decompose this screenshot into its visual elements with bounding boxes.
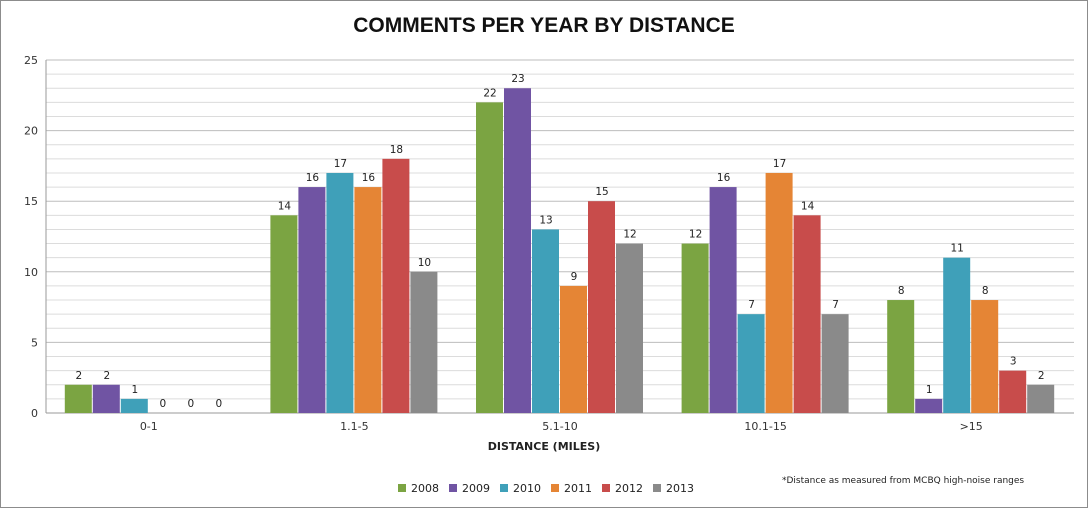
legend-item-2013: 2013 (653, 482, 694, 495)
legend-swatch (653, 484, 661, 492)
legend-swatch (449, 484, 457, 492)
bar-2009->15 (915, 398, 943, 413)
data-label: 2 (75, 370, 82, 382)
data-label: 2 (1038, 370, 1045, 382)
legend-label: 2010 (513, 481, 541, 495)
legend-label: 2011 (564, 481, 592, 495)
bar-2008-10.1-15 (681, 243, 709, 413)
legend-swatch (551, 484, 559, 492)
data-label: 18 (390, 144, 403, 156)
y-tick-label: 15 (24, 195, 38, 208)
bar-2011-5.1-10 (560, 285, 587, 413)
bar-2010-0-1 (120, 398, 148, 413)
bar-2009-0-1 (92, 384, 120, 413)
data-label: 17 (773, 158, 786, 170)
x-tick-label: 10.1-15 (744, 420, 786, 433)
footnote: *Distance as measured from MCBQ high-noi… (782, 476, 1025, 486)
data-label: 16 (717, 172, 731, 184)
data-label: 9 (571, 271, 578, 283)
bar-2012-1.1-5 (382, 158, 410, 413)
data-label: 3 (1010, 356, 1017, 368)
bar-2013-1.1-5 (410, 271, 438, 413)
legend-item-2008: 2008 (398, 482, 439, 495)
x-tick-label: 1.1-5 (340, 420, 368, 433)
y-tick-label: 0 (31, 407, 38, 420)
chart-title: COMMENTS PER YEAR BY DISTANCE (353, 14, 735, 37)
bar-2008-1.1-5 (270, 215, 298, 413)
bar-2011->15 (971, 300, 999, 413)
y-tick-label: 25 (24, 54, 38, 67)
bar-2008-0-1 (64, 384, 92, 413)
data-label: 16 (306, 172, 320, 184)
legend-label: 2009 (462, 481, 490, 495)
data-label: 14 (278, 200, 292, 212)
data-label: 13 (539, 214, 552, 226)
legend-item-2010: 2010 (500, 482, 541, 495)
bar-2009-1.1-5 (298, 187, 326, 413)
data-label: 7 (832, 299, 839, 311)
data-label: 0 (187, 398, 194, 410)
bar-2008->15 (887, 300, 915, 413)
legend-swatch (602, 484, 610, 492)
bar-2010-5.1-10 (532, 229, 559, 413)
data-label: 10 (418, 257, 431, 269)
bar-2008-5.1-10 (476, 102, 503, 414)
data-label: 14 (801, 200, 815, 212)
legend: 2008 2009 2010 2011 2012 2013 (398, 480, 704, 496)
legend-label: 2008 (411, 481, 439, 495)
bar-2012->15 (999, 370, 1027, 413)
bar-2012-10.1-15 (793, 215, 821, 413)
bar-2009-10.1-15 (709, 187, 737, 413)
data-label: 11 (951, 243, 964, 255)
y-tick-label: 10 (24, 266, 38, 279)
bar-2013-5.1-10 (616, 243, 643, 413)
data-label: 2 (103, 370, 110, 382)
x-tick-label: 0-1 (140, 420, 158, 433)
y-tick-label: 20 (24, 125, 38, 138)
data-label: 12 (623, 229, 636, 241)
data-label: 16 (362, 172, 376, 184)
bar-2010-10.1-15 (737, 314, 765, 413)
bar-2013->15 (1027, 384, 1055, 413)
legend-item-2012: 2012 (602, 482, 643, 495)
data-label: 8 (898, 285, 905, 297)
legend-swatch (500, 484, 508, 492)
bar-2012-5.1-10 (588, 201, 615, 413)
legend-label: 2012 (615, 481, 643, 495)
bar-2011-1.1-5 (354, 187, 382, 413)
y-tick-label: 5 (31, 336, 38, 349)
legend-swatch (398, 484, 406, 492)
data-label: 7 (748, 299, 755, 311)
x-tick-label: 5.1-10 (542, 420, 577, 433)
x-tick-label: >15 (960, 420, 983, 433)
legend-label: 2013 (666, 481, 694, 495)
bar-2011-10.1-15 (765, 172, 793, 413)
data-label: 1 (926, 384, 933, 396)
x-axis-label: DISTANCE (MILES) (487, 440, 601, 453)
data-label: 8 (982, 285, 989, 297)
bar-2010-1.1-5 (326, 172, 354, 413)
data-label: 1 (131, 384, 138, 396)
bar-2010->15 (943, 257, 971, 413)
data-label: 17 (334, 158, 347, 170)
data-label: 0 (159, 398, 166, 410)
data-label: 12 (689, 229, 702, 241)
bar-2009-5.1-10 (504, 88, 531, 414)
data-label: 0 (215, 398, 222, 410)
legend-item-2011: 2011 (551, 482, 592, 495)
bar-2013-10.1-15 (821, 314, 849, 413)
data-label: 22 (483, 87, 496, 99)
data-label: 23 (511, 73, 524, 85)
legend-item-2009: 2009 (449, 482, 490, 495)
data-label: 15 (595, 186, 608, 198)
